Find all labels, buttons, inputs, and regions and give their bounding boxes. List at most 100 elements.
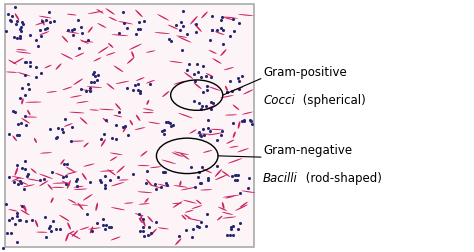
- Point: [18, 86, 26, 90]
- Ellipse shape: [21, 118, 30, 124]
- Point: [192, 31, 200, 35]
- Point: [101, 227, 109, 231]
- Ellipse shape: [52, 187, 64, 188]
- Ellipse shape: [117, 166, 125, 174]
- Point: [93, 222, 101, 226]
- Ellipse shape: [73, 79, 83, 86]
- Ellipse shape: [73, 186, 84, 188]
- Ellipse shape: [237, 149, 249, 153]
- Ellipse shape: [70, 141, 84, 142]
- Ellipse shape: [106, 9, 115, 16]
- Ellipse shape: [87, 87, 102, 89]
- Point: [18, 204, 26, 208]
- Ellipse shape: [210, 129, 224, 131]
- Text: (spherical): (spherical): [299, 93, 365, 106]
- Point: [195, 102, 203, 106]
- Point: [11, 6, 18, 10]
- Point: [223, 90, 230, 94]
- Point: [140, 234, 148, 238]
- Ellipse shape: [172, 203, 182, 204]
- Ellipse shape: [41, 20, 45, 26]
- Point: [32, 65, 40, 69]
- Point: [219, 28, 227, 33]
- Ellipse shape: [69, 112, 84, 114]
- Point: [18, 30, 25, 34]
- Point: [13, 240, 21, 244]
- Point: [196, 133, 204, 137]
- Point: [147, 232, 155, 236]
- Point: [53, 136, 61, 140]
- Point: [158, 130, 166, 134]
- Point: [50, 20, 57, 24]
- Ellipse shape: [76, 102, 89, 104]
- Ellipse shape: [83, 194, 92, 201]
- Ellipse shape: [183, 200, 197, 204]
- Ellipse shape: [45, 66, 52, 69]
- Point: [228, 89, 236, 93]
- Point: [47, 229, 55, 233]
- Ellipse shape: [31, 169, 36, 174]
- Ellipse shape: [146, 51, 155, 53]
- Ellipse shape: [220, 96, 234, 99]
- Point: [114, 175, 122, 179]
- Ellipse shape: [23, 185, 35, 187]
- Ellipse shape: [135, 128, 146, 131]
- Point: [226, 35, 234, 39]
- Point: [21, 73, 29, 77]
- Point: [204, 178, 211, 182]
- Point: [199, 127, 207, 131]
- Point: [204, 176, 211, 180]
- Point: [4, 13, 12, 17]
- Point: [223, 91, 231, 95]
- Point: [199, 105, 206, 109]
- Point: [37, 71, 45, 75]
- Point: [42, 19, 50, 23]
- Point: [107, 225, 114, 229]
- Point: [227, 226, 235, 230]
- Point: [12, 222, 19, 226]
- Ellipse shape: [124, 203, 134, 204]
- Ellipse shape: [220, 50, 227, 57]
- Point: [153, 188, 160, 192]
- Point: [198, 181, 205, 185]
- Point: [234, 173, 242, 177]
- Point: [179, 49, 186, 53]
- Point: [218, 130, 226, 134]
- Ellipse shape: [223, 17, 238, 19]
- Point: [3, 231, 11, 235]
- Point: [209, 101, 217, 105]
- Point: [18, 167, 26, 171]
- Ellipse shape: [18, 73, 30, 77]
- Point: [124, 87, 131, 91]
- Point: [41, 216, 49, 220]
- Point: [59, 175, 67, 179]
- Point: [15, 134, 23, 138]
- Ellipse shape: [80, 40, 89, 45]
- Ellipse shape: [100, 171, 114, 172]
- Ellipse shape: [196, 200, 201, 204]
- Ellipse shape: [172, 153, 183, 157]
- Ellipse shape: [35, 220, 38, 227]
- Ellipse shape: [39, 32, 49, 36]
- Point: [162, 121, 170, 125]
- Point: [87, 86, 94, 90]
- Point: [178, 21, 185, 25]
- Ellipse shape: [215, 32, 225, 36]
- Point: [32, 39, 39, 43]
- Point: [14, 182, 22, 186]
- Ellipse shape: [66, 172, 77, 175]
- Ellipse shape: [201, 12, 208, 19]
- Ellipse shape: [16, 52, 31, 54]
- Point: [237, 222, 244, 226]
- Point: [129, 172, 137, 176]
- Point: [134, 89, 141, 93]
- Point: [167, 40, 175, 44]
- Ellipse shape: [111, 35, 128, 37]
- Point: [101, 186, 109, 191]
- Point: [165, 38, 173, 42]
- Point: [240, 119, 248, 123]
- Ellipse shape: [39, 174, 53, 179]
- Ellipse shape: [201, 190, 212, 191]
- Point: [101, 175, 109, 179]
- Point: [25, 87, 33, 91]
